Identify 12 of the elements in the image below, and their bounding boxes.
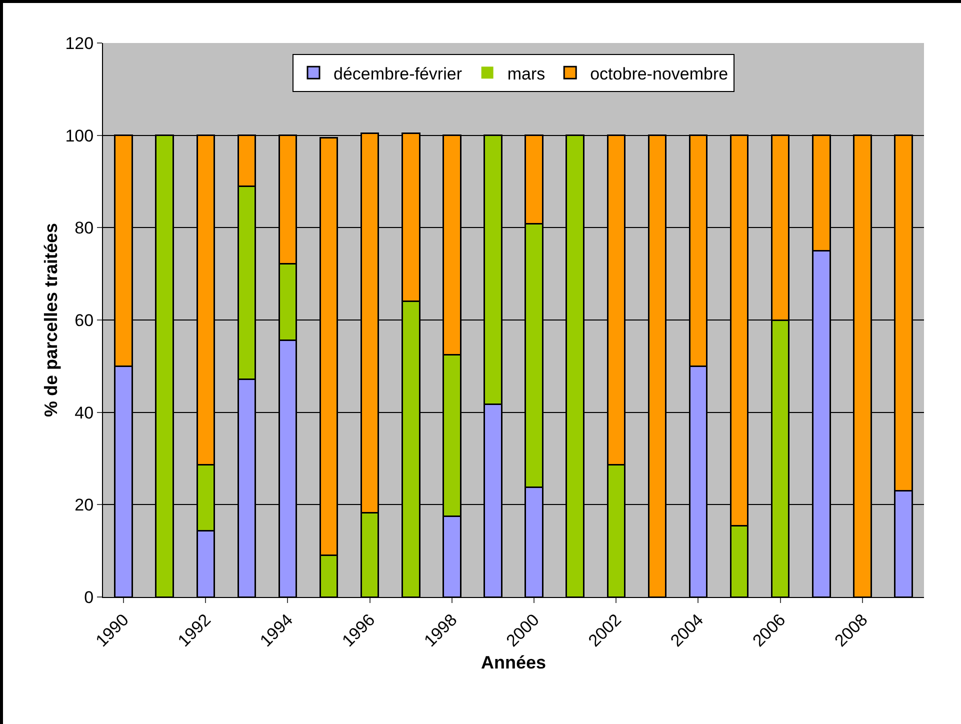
x-axis-title: Années	[480, 652, 546, 672]
legend-label: décembre-février	[334, 64, 462, 84]
legend-label: octobre-novembre	[590, 64, 728, 84]
y-tick-label: 40	[74, 403, 94, 422]
y-tick-label: 100	[65, 126, 94, 146]
y-tick-label: 120	[65, 34, 94, 53]
y-tick-label: 80	[74, 218, 94, 238]
y-axis-title: % de parcelles traitées	[41, 222, 61, 418]
legend-label: mars	[507, 64, 546, 84]
y-tick-label: 60	[74, 310, 94, 330]
y-tick-label: 20	[74, 496, 94, 515]
y-tick-label: 0	[84, 588, 94, 607]
